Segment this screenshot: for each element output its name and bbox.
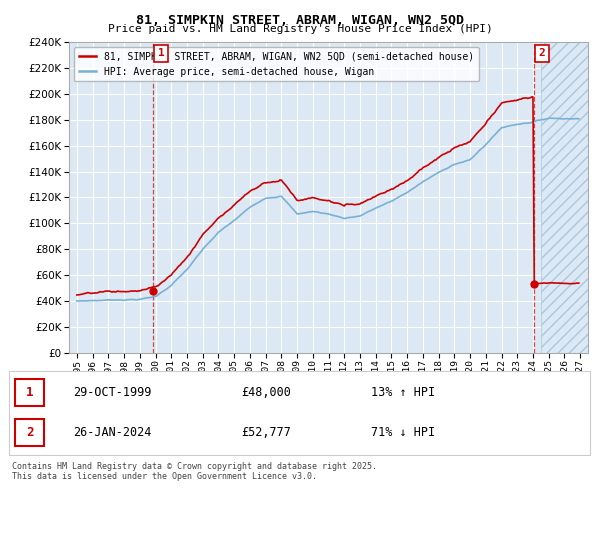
FancyBboxPatch shape xyxy=(9,371,590,455)
Text: 1: 1 xyxy=(158,49,164,58)
Legend: 81, SIMPKIN STREET, ABRAM, WIGAN, WN2 5QD (semi-detached house), HPI: Average pr: 81, SIMPKIN STREET, ABRAM, WIGAN, WN2 5Q… xyxy=(74,47,479,81)
Text: 81, SIMPKIN STREET, ABRAM, WIGAN, WN2 5QD: 81, SIMPKIN STREET, ABRAM, WIGAN, WN2 5Q… xyxy=(136,14,464,27)
Text: 26-JAN-2024: 26-JAN-2024 xyxy=(74,426,152,438)
Polygon shape xyxy=(541,42,588,353)
Text: 13% ↑ HPI: 13% ↑ HPI xyxy=(371,386,434,399)
Text: 29-OCT-1999: 29-OCT-1999 xyxy=(74,386,152,399)
Text: £52,777: £52,777 xyxy=(241,426,291,438)
Text: 1: 1 xyxy=(26,386,33,399)
Text: Contains HM Land Registry data © Crown copyright and database right 2025.
This d: Contains HM Land Registry data © Crown c… xyxy=(12,462,377,482)
Text: 2: 2 xyxy=(539,49,545,58)
FancyBboxPatch shape xyxy=(15,379,44,406)
Text: Price paid vs. HM Land Registry's House Price Index (HPI): Price paid vs. HM Land Registry's House … xyxy=(107,24,493,34)
Text: 71% ↓ HPI: 71% ↓ HPI xyxy=(371,426,434,438)
FancyBboxPatch shape xyxy=(15,419,44,446)
Text: £48,000: £48,000 xyxy=(241,386,291,399)
Text: 2: 2 xyxy=(26,426,33,438)
